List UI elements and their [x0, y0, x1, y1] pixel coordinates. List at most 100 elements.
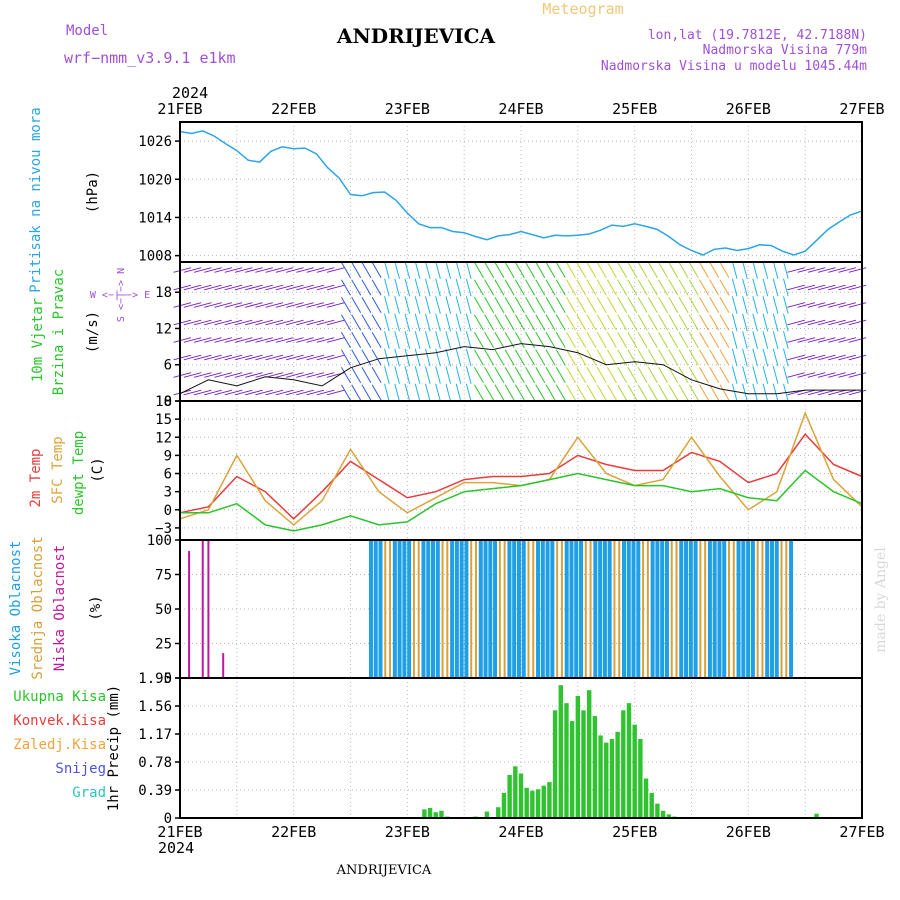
- wind-barb: [807, 319, 826, 326]
- wind-barb: [617, 331, 628, 349]
- wind-barb: [341, 296, 351, 314]
- wind-barb: [678, 349, 689, 366]
- wind-barb: [484, 279, 495, 296]
- wind-barb: [316, 389, 335, 396]
- wind-barb: [525, 366, 536, 384]
- precip-bar: [547, 782, 552, 818]
- wind-barb: [404, 261, 411, 279]
- wind-barb: [445, 261, 452, 279]
- wind-barb: [424, 261, 431, 279]
- precip-bar: [643, 778, 649, 818]
- wind-barb: [224, 372, 243, 378]
- wind-barb: [514, 296, 525, 314]
- wind-barb: [183, 372, 202, 378]
- wind-barb: [275, 284, 294, 291]
- wind-barb: [699, 349, 709, 366]
- cloud-bar: [503, 540, 506, 678]
- wind-barb: [807, 302, 826, 308]
- wind-barb: [275, 319, 294, 326]
- wind-barb: [445, 278, 452, 297]
- wind-barb: [245, 389, 263, 396]
- wind-barb: [607, 349, 617, 366]
- wind-barb: [783, 348, 789, 367]
- wind-barb: [807, 354, 826, 361]
- wind-barb: [658, 279, 669, 296]
- wind-barb: [234, 337, 253, 343]
- wind-barb: [772, 261, 779, 279]
- wind-barb: [455, 278, 462, 297]
- wind-barb: [678, 384, 689, 401]
- cloud-bar: [412, 540, 415, 678]
- wind-barb: [617, 261, 628, 279]
- wind-barb: [535, 349, 546, 366]
- wind-barb: [424, 366, 431, 384]
- wind-barb: [709, 314, 720, 331]
- wind-barb: [514, 366, 525, 384]
- precip-bar: [496, 807, 501, 818]
- cloud-bar: [483, 540, 488, 678]
- cloud-bar: [560, 540, 563, 678]
- wind-barb: [783, 366, 789, 384]
- wind-barb: [566, 279, 576, 296]
- wind-barb: [838, 354, 857, 361]
- cloud-bar: [464, 540, 469, 678]
- cloud-bar: [507, 540, 512, 678]
- wind-barb: [455, 348, 462, 367]
- wind-barb: [647, 314, 658, 331]
- wind-barb: [384, 313, 390, 332]
- wind-barb: [555, 349, 566, 366]
- y-tick-label: 6: [164, 467, 172, 483]
- wind-barb: [484, 296, 495, 314]
- precip-bar: [433, 812, 438, 818]
- wind-barb: [555, 366, 566, 384]
- precip-bar: [501, 792, 507, 818]
- precip-bar: [632, 724, 637, 818]
- cloud-bar: [785, 540, 788, 678]
- wind-barb: [742, 383, 748, 402]
- wind-barb: [647, 349, 658, 366]
- wind-barb: [678, 261, 689, 279]
- wind-barb: [245, 267, 263, 273]
- wind-barb: [245, 354, 263, 361]
- wind-barb: [678, 279, 689, 296]
- wind-barb: [193, 372, 212, 378]
- wind-barb: [545, 314, 556, 331]
- wind-barb: [234, 267, 253, 273]
- wind-barb: [445, 296, 452, 314]
- wind-barb: [424, 296, 431, 314]
- precip-bar: [507, 774, 512, 818]
- wind-barb: [647, 296, 658, 314]
- wind-barb: [204, 354, 222, 361]
- wind-barb: [783, 313, 789, 332]
- wind-barb: [586, 349, 597, 366]
- wind-barb: [807, 267, 826, 273]
- wind-barb: [275, 337, 294, 343]
- cloud-bar: [540, 540, 545, 678]
- wind-barb: [404, 278, 411, 297]
- y-tick-label: 1014: [138, 210, 172, 226]
- wind-barb: [709, 296, 720, 314]
- x-tick-label-bottom: 24FEB: [498, 823, 543, 841]
- wind-barb: [817, 354, 836, 361]
- year-top: 2024: [172, 84, 208, 102]
- wind-barb: [647, 331, 658, 349]
- station-title: ANDRIJEVICA: [336, 24, 496, 48]
- y-tick-label: 0.78: [138, 755, 172, 771]
- wind-barb: [361, 261, 372, 279]
- cloud-bar: [607, 540, 612, 678]
- wind-barb: [494, 296, 505, 314]
- precip-bar: [814, 813, 819, 818]
- wind-barb: [699, 384, 709, 401]
- wind-barb: [214, 284, 233, 291]
- wind-barb: [752, 296, 758, 314]
- wind-barb: [394, 296, 400, 314]
- wind-barb: [316, 337, 335, 343]
- wind-barb: [384, 261, 390, 279]
- y-tick-label: 1026: [138, 134, 172, 150]
- wind-barb: [351, 296, 362, 314]
- wind-barb: [838, 319, 857, 326]
- cloud-bar: [631, 540, 636, 678]
- wind-barb: [545, 349, 556, 366]
- wind-barb: [296, 389, 314, 396]
- cloud-bar: [655, 540, 660, 678]
